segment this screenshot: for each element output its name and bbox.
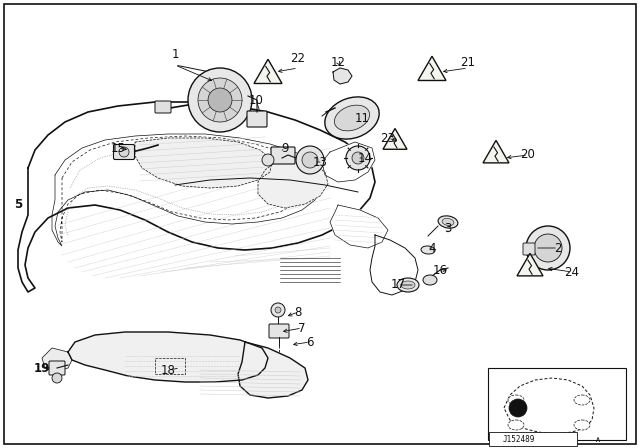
Circle shape: [534, 234, 562, 262]
Circle shape: [188, 68, 252, 132]
Polygon shape: [135, 138, 272, 188]
Circle shape: [346, 146, 370, 170]
Ellipse shape: [421, 246, 435, 254]
Text: 1: 1: [172, 48, 179, 61]
Text: 6: 6: [307, 336, 314, 349]
Text: ∧: ∧: [595, 435, 601, 444]
Circle shape: [208, 88, 232, 112]
Circle shape: [275, 307, 281, 313]
Text: 4: 4: [428, 241, 436, 254]
Ellipse shape: [438, 216, 458, 228]
Ellipse shape: [401, 281, 415, 289]
Text: 18: 18: [161, 363, 175, 376]
FancyBboxPatch shape: [269, 324, 289, 338]
Polygon shape: [42, 348, 72, 372]
Circle shape: [119, 147, 129, 157]
Circle shape: [526, 226, 570, 270]
Ellipse shape: [423, 275, 437, 285]
Bar: [155, 358, 185, 374]
Polygon shape: [238, 342, 308, 398]
Ellipse shape: [574, 395, 590, 405]
Text: 8: 8: [294, 306, 301, 319]
Circle shape: [509, 399, 527, 417]
Ellipse shape: [335, 105, 369, 131]
Text: 16: 16: [433, 263, 447, 276]
Polygon shape: [370, 235, 418, 295]
Ellipse shape: [574, 420, 590, 430]
Text: 5: 5: [14, 198, 22, 211]
Ellipse shape: [325, 97, 379, 139]
Text: 23: 23: [381, 132, 396, 145]
Polygon shape: [258, 158, 328, 208]
FancyBboxPatch shape: [155, 101, 171, 113]
Text: 22: 22: [291, 52, 305, 65]
Circle shape: [352, 152, 364, 164]
Polygon shape: [254, 59, 282, 83]
Text: 21: 21: [461, 56, 476, 69]
FancyBboxPatch shape: [113, 145, 134, 159]
Text: 15: 15: [111, 142, 125, 155]
Polygon shape: [517, 254, 543, 276]
Polygon shape: [383, 129, 407, 149]
Circle shape: [262, 154, 274, 166]
FancyBboxPatch shape: [271, 147, 295, 164]
Text: 3: 3: [444, 221, 452, 234]
Bar: [489, 432, 577, 446]
Circle shape: [296, 146, 324, 174]
Text: 7: 7: [298, 322, 306, 335]
FancyBboxPatch shape: [247, 111, 267, 127]
FancyBboxPatch shape: [523, 243, 535, 255]
Text: 14: 14: [358, 151, 372, 164]
Ellipse shape: [397, 278, 419, 292]
Text: 19: 19: [34, 362, 50, 375]
Polygon shape: [418, 56, 446, 81]
Polygon shape: [18, 102, 375, 292]
Circle shape: [198, 78, 242, 122]
Text: 13: 13: [312, 155, 328, 168]
Polygon shape: [333, 68, 352, 84]
Text: 17: 17: [390, 279, 406, 292]
Polygon shape: [68, 332, 268, 382]
Text: 20: 20: [520, 148, 536, 161]
Text: 11: 11: [355, 112, 369, 125]
Circle shape: [52, 373, 62, 383]
Ellipse shape: [442, 218, 454, 226]
Text: 2: 2: [554, 241, 562, 254]
Bar: [488, 368, 626, 440]
Text: 24: 24: [564, 266, 579, 279]
Polygon shape: [483, 140, 509, 163]
Circle shape: [302, 152, 318, 168]
Text: J152489: J152489: [503, 435, 536, 444]
Circle shape: [271, 303, 285, 317]
Text: 12: 12: [330, 56, 346, 69]
Polygon shape: [330, 205, 388, 248]
Text: 9: 9: [281, 142, 289, 155]
FancyBboxPatch shape: [49, 361, 65, 375]
Ellipse shape: [508, 395, 524, 405]
Polygon shape: [322, 142, 375, 182]
Text: 10: 10: [248, 94, 264, 107]
Ellipse shape: [508, 420, 524, 430]
